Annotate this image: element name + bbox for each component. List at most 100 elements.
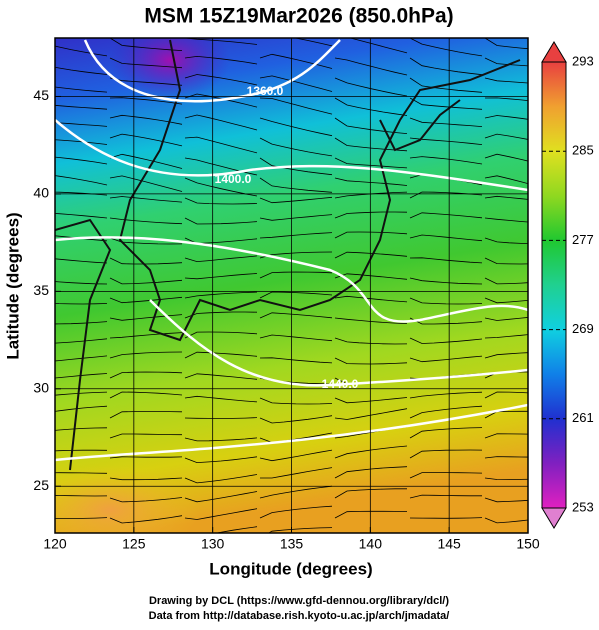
streamline — [259, 312, 333, 319]
x-tick-label: 140 — [359, 536, 383, 552]
streamline — [335, 38, 408, 54]
contours — [55, 39, 528, 462]
streamline — [109, 277, 183, 285]
streamline — [55, 517, 108, 519]
streamline — [484, 433, 528, 439]
streamline — [259, 449, 333, 462]
streamline — [55, 355, 108, 362]
streamline — [184, 417, 258, 419]
streamline — [184, 136, 258, 154]
streamline — [484, 97, 528, 102]
streamline — [109, 371, 183, 379]
streamline — [184, 38, 258, 45]
streamline — [484, 317, 528, 321]
streamline — [259, 291, 333, 299]
x-tick-label: 120 — [43, 536, 67, 552]
streamline — [109, 391, 183, 399]
streamline — [259, 75, 333, 92]
streamline — [55, 122, 108, 127]
streamline — [409, 472, 483, 479]
streamline — [259, 505, 333, 519]
streamline — [409, 355, 483, 363]
streamline — [409, 449, 483, 459]
streamline — [484, 77, 528, 84]
streamline — [334, 251, 408, 259]
y-tick-label: 30 — [33, 379, 49, 395]
streamline — [259, 251, 333, 259]
coast-path — [55, 218, 112, 471]
streamline — [484, 115, 528, 120]
streamline — [184, 273, 258, 280]
streamline — [184, 157, 258, 176]
streamline — [409, 97, 483, 110]
streamline — [184, 311, 258, 319]
streamline — [184, 255, 258, 263]
streamline — [409, 297, 483, 305]
streamline — [260, 467, 333, 479]
streamline — [334, 397, 408, 404]
streamline — [409, 277, 483, 285]
colorbar-tick-label: 285 — [572, 143, 594, 158]
x-tick-label: 130 — [201, 536, 225, 552]
warm-area — [55, 465, 200, 533]
streamline — [55, 472, 108, 474]
streamline — [259, 357, 333, 364]
streamline — [184, 491, 258, 503]
streamline — [109, 133, 183, 147]
streamline — [259, 177, 333, 193]
streamline — [409, 212, 483, 219]
streamline — [55, 175, 108, 186]
streamline — [409, 337, 483, 344]
streamline — [184, 373, 258, 380]
streamline — [409, 117, 483, 127]
contour-labels: 1360.0 1400.0 1440.0 — [215, 84, 359, 391]
streamline — [109, 175, 183, 192]
streamline — [409, 137, 483, 145]
contour — [55, 119, 528, 192]
streamline — [334, 117, 408, 134]
x-tick-label: 150 — [516, 536, 540, 552]
streamline — [334, 337, 408, 345]
cold-core — [110, 38, 230, 100]
y-tick-label: 45 — [33, 87, 49, 103]
streamline — [409, 405, 483, 419]
streamline — [334, 445, 408, 459]
streamline — [109, 411, 183, 419]
streamline — [259, 485, 333, 499]
streamline — [334, 77, 408, 97]
streamline — [109, 217, 183, 225]
streamline — [184, 74, 258, 86]
streamline — [334, 408, 408, 420]
footer-line: Data from http://database.rish.kyoto-u.a… — [149, 610, 450, 622]
streamline — [184, 437, 258, 442]
streamline — [55, 321, 108, 325]
colorbar-max-arrow — [541, 41, 567, 63]
streamline — [184, 395, 258, 403]
streamline — [55, 338, 108, 344]
streamline — [334, 97, 408, 116]
streamline — [334, 488, 407, 499]
contour — [55, 403, 528, 462]
streamline — [259, 232, 333, 239]
streamline — [409, 317, 483, 325]
streamline — [259, 397, 333, 405]
streamline — [109, 77, 183, 86]
title: MSM 15Z19Mar2026 (850.0hPa) — [144, 5, 453, 28]
streamline — [334, 357, 408, 365]
streamline — [109, 433, 183, 439]
streamline — [184, 114, 258, 131]
streamline — [259, 196, 333, 204]
streamline — [409, 494, 482, 499]
streamline — [484, 57, 528, 67]
streamline — [484, 153, 528, 162]
streamline — [484, 352, 528, 359]
footer-line: Drawing by DCL (https://www.gfd-dennou.o… — [149, 595, 449, 607]
streamline — [334, 317, 408, 324]
streamline — [409, 234, 483, 242]
streamline — [55, 139, 108, 145]
streamline — [184, 331, 258, 339]
streamline — [484, 477, 528, 481]
streamline — [409, 57, 483, 76]
streamline — [184, 291, 258, 299]
streamline — [259, 53, 333, 69]
